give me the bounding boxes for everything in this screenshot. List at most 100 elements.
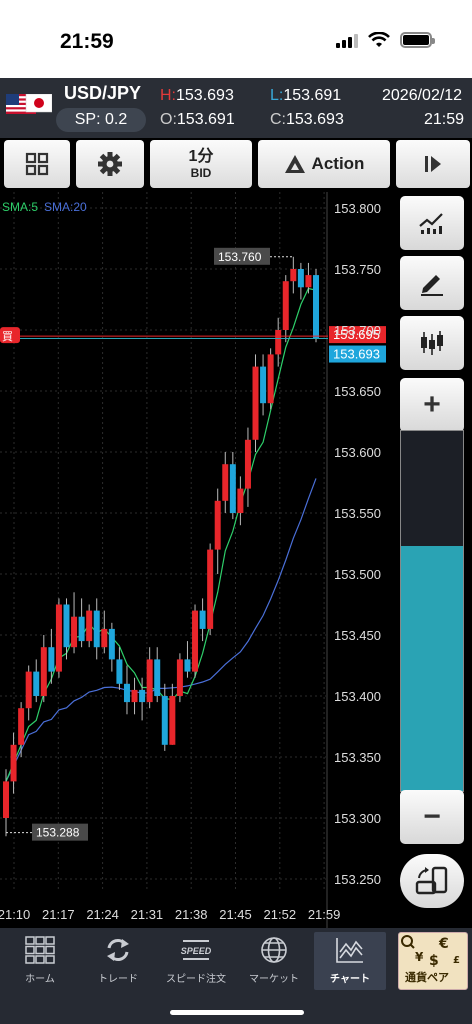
candle-body bbox=[313, 275, 319, 339]
gear-icon bbox=[98, 152, 122, 176]
minus-icon: − bbox=[423, 800, 441, 833]
x-tick-label: 21:45 bbox=[219, 907, 252, 922]
action-button[interactable]: Action bbox=[258, 140, 390, 188]
candle-body bbox=[169, 696, 176, 745]
nav-home[interactable]: ホーム bbox=[4, 932, 76, 990]
svg-text:$: $ bbox=[429, 953, 439, 969]
buy-tag: 買 bbox=[2, 330, 13, 343]
y-tick-label: 153.800 bbox=[334, 201, 381, 216]
x-tick-label: 21:17 bbox=[42, 907, 75, 922]
y-tick-label: 153.650 bbox=[334, 384, 381, 399]
candle-body bbox=[192, 610, 199, 672]
usd-jpy-flag-icon bbox=[6, 94, 52, 114]
layout-grid-button[interactable] bbox=[4, 140, 70, 188]
globe-icon bbox=[261, 937, 287, 963]
x-tick-label: 21:31 bbox=[131, 907, 164, 922]
candle-body bbox=[63, 604, 70, 648]
candle-body bbox=[93, 610, 100, 648]
low-price: L:153.691 bbox=[270, 87, 342, 104]
buy-price-label: 153.695 bbox=[333, 327, 380, 342]
candle-body bbox=[139, 689, 146, 703]
close-price: C:153.693 bbox=[270, 111, 344, 128]
candle-body bbox=[116, 659, 123, 684]
candle-body bbox=[55, 604, 62, 672]
candle-body bbox=[229, 464, 236, 513]
candle-type-button[interactable] bbox=[400, 316, 464, 370]
y-tick-label: 153.550 bbox=[334, 506, 381, 521]
status-bar: 21:59 bbox=[0, 0, 472, 78]
speed-icon: SPEED bbox=[181, 940, 212, 960]
nav-market[interactable]: マーケット bbox=[238, 932, 310, 990]
y-tick-label: 153.750 bbox=[334, 262, 381, 277]
currency-symbols-icon: € ¥ $ £ bbox=[401, 935, 460, 969]
zoom-in-button[interactable]: + bbox=[400, 378, 464, 432]
candle-body bbox=[305, 275, 312, 288]
timeframe-button[interactable]: 1分 BID bbox=[150, 140, 252, 188]
candle-body bbox=[267, 354, 274, 404]
chart-nav-icon bbox=[336, 938, 363, 963]
nav-home-label: ホーム bbox=[25, 974, 55, 985]
candle-body bbox=[18, 708, 25, 745]
candle-body bbox=[297, 269, 304, 288]
candle-body bbox=[161, 696, 168, 745]
chart-forward-button[interactable] bbox=[396, 140, 470, 188]
sma5-legend: SMA:5 bbox=[2, 200, 38, 214]
zoom-out-button[interactable]: − bbox=[400, 790, 464, 844]
buy-price-box bbox=[329, 326, 386, 344]
candle-body bbox=[199, 610, 206, 629]
cellular-signal-icon bbox=[336, 32, 358, 48]
zoom-slider-fill bbox=[401, 546, 463, 791]
candle-body bbox=[275, 330, 282, 355]
nav-chart-label: チャート bbox=[330, 974, 370, 985]
y-tick-label: 153.400 bbox=[334, 689, 381, 704]
rotate-screen-button[interactable] bbox=[400, 854, 464, 908]
bid-price-label: 153.693 bbox=[333, 347, 380, 362]
nav-pair-label: 通貨ペア bbox=[405, 971, 449, 984]
candle-body bbox=[25, 671, 32, 709]
nav-market-label: マーケット bbox=[249, 974, 299, 985]
max-price-box bbox=[214, 247, 270, 265]
drawing-tool-button[interactable] bbox=[400, 256, 464, 310]
candle-body bbox=[207, 549, 214, 629]
quote-time: 21:59 bbox=[424, 111, 465, 128]
indicator-button[interactable] bbox=[400, 196, 464, 250]
min-price-box bbox=[32, 823, 88, 841]
x-tick-label: 21:24 bbox=[86, 907, 119, 922]
candlestick-chart-svg[interactable]: 買 153.695 153.693 153.760 153.288 153.800 153… bbox=[0, 192, 392, 928]
y-tick-label: 153.450 bbox=[334, 628, 381, 643]
nav-trade[interactable]: トレード bbox=[82, 932, 154, 990]
action-triangle-icon bbox=[284, 155, 305, 173]
nav-speed-order[interactable]: SPEED スピード注文 bbox=[160, 932, 232, 990]
quote-header: USD/JPY SP: 0.2 H:153.693 L:153.691 O:15… bbox=[0, 78, 472, 138]
candle-body bbox=[101, 628, 108, 648]
candle-body bbox=[10, 744, 17, 782]
price-chart[interactable]: 買 153.695 153.693 153.760 153.288 153.800 153… bbox=[0, 192, 392, 928]
y-tick-label: 153.350 bbox=[334, 750, 381, 765]
candle-body bbox=[154, 659, 161, 696]
candle-body bbox=[3, 781, 9, 818]
open-price: O:153.691 bbox=[160, 111, 235, 128]
y-tick-label: 153.700 bbox=[334, 323, 381, 338]
y-tick-label: 153.250 bbox=[334, 872, 381, 887]
settings-button[interactable] bbox=[76, 140, 144, 188]
nav-currency-pair[interactable]: € ¥ $ £ 通貨ペア bbox=[398, 932, 468, 990]
nav-chart[interactable]: チャート bbox=[314, 932, 386, 990]
status-time: 21:59 bbox=[60, 30, 114, 53]
chart-toolbar: 1分 BID Action bbox=[0, 138, 472, 192]
indicator-chart-icon bbox=[419, 213, 443, 234]
candle-body bbox=[184, 659, 191, 672]
candle-body bbox=[48, 647, 55, 672]
plus-icon: + bbox=[423, 388, 441, 421]
currency-pair[interactable]: USD/JPY bbox=[64, 83, 142, 103]
y-tick-label: 153.600 bbox=[334, 445, 381, 460]
zoom-slider[interactable] bbox=[400, 430, 464, 792]
x-tick-label: 21:38 bbox=[175, 907, 208, 922]
trade-arrows-icon bbox=[107, 939, 129, 961]
svg-text:€: € bbox=[438, 936, 449, 952]
y-tick-label: 153.500 bbox=[334, 567, 381, 582]
candle-body bbox=[131, 689, 138, 703]
buy-tag-box bbox=[0, 327, 20, 344]
bid-price-box bbox=[329, 345, 386, 363]
rotate-device-icon bbox=[415, 866, 448, 895]
candle-body bbox=[244, 439, 251, 489]
